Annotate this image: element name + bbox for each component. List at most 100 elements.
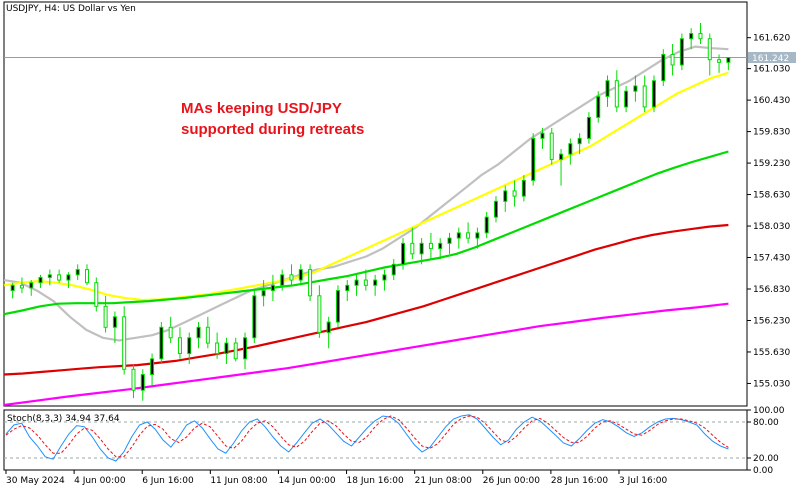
- candle: [94, 277, 99, 312]
- candle: [605, 75, 610, 107]
- candle-body: [335, 290, 340, 323]
- candle-body: [103, 305, 108, 328]
- candle: [326, 316, 331, 349]
- candle: [373, 274, 378, 296]
- x-tick-label: 28 Jun 16:00: [551, 476, 608, 485]
- candle-body: [261, 290, 266, 297]
- candle: [670, 43, 675, 76]
- candle-body: [38, 276, 43, 284]
- candle-body: [410, 242, 415, 255]
- candle: [438, 238, 443, 260]
- candle-body: [568, 143, 573, 155]
- candle: [215, 332, 220, 359]
- chart-header: USDJPY, H4: US Dollar vs Yen: [6, 4, 136, 14]
- candle: [308, 264, 313, 302]
- candle-body: [354, 279, 359, 286]
- candle-body: [679, 38, 684, 66]
- y-tick-label: 157.430: [753, 254, 790, 264]
- y-tick-label: 156.830: [753, 285, 790, 295]
- candle: [382, 269, 387, 291]
- x-tick-label: 18 Jun 16:00: [347, 476, 404, 485]
- candle: [484, 211, 489, 239]
- candle: [47, 269, 52, 286]
- candle: [131, 364, 136, 399]
- candle: [447, 232, 452, 254]
- candle-body: [605, 80, 610, 97]
- candle: [29, 280, 34, 296]
- candle: [410, 227, 415, 260]
- candle: [549, 127, 554, 165]
- candle-body: [614, 80, 619, 108]
- x-tick-label: 14 Jun 00:00: [278, 476, 335, 485]
- y-tick-label: 156.230: [753, 316, 790, 326]
- candle-body: [717, 59, 722, 63]
- candle-body: [363, 279, 368, 286]
- candle: [717, 54, 722, 73]
- price-axis: 161.620 161.030 160.430 159.830 159.230 158.6…: [747, 34, 790, 389]
- candle-body: [215, 342, 220, 355]
- candle: [122, 306, 127, 375]
- candle: [503, 185, 508, 212]
- candle: [298, 264, 303, 286]
- main-plot-frame: [3, 1, 748, 407]
- candle-body: [373, 279, 378, 286]
- candle-body: [438, 242, 443, 250]
- candle: [633, 75, 638, 102]
- candle: [243, 332, 248, 370]
- candle-body: [726, 57, 731, 63]
- candle: [596, 91, 601, 123]
- candle-body: [456, 232, 461, 239]
- candle: [196, 322, 201, 349]
- y-tick-label: 158.630: [753, 191, 790, 201]
- stochastic-oscillator: 100.00 80.00 20.00 0.00: [4, 406, 785, 476]
- candle-body: [224, 342, 229, 355]
- candle: [679, 33, 684, 71]
- candle: [103, 295, 108, 333]
- candle: [252, 290, 257, 344]
- stochastic-d-line: [5, 415, 729, 458]
- candle: [559, 148, 564, 186]
- candle: [642, 75, 647, 113]
- candle: [475, 227, 480, 249]
- candle-body: [559, 153, 564, 160]
- candle: [568, 138, 573, 165]
- symbol-label: USDJPY: [6, 4, 39, 14]
- stochastic-tick-label: 0.00: [753, 466, 773, 476]
- candle: [187, 332, 192, 365]
- candle-body: [57, 274, 62, 281]
- candle: [726, 57, 731, 71]
- candle: [38, 274, 43, 288]
- candle-body: [428, 242, 433, 250]
- stochastic-label: Stoch(8,3,3) 34.94 37.64: [7, 414, 120, 424]
- candle: [10, 282, 15, 299]
- candle-body: [493, 200, 498, 218]
- candle-body: [317, 295, 322, 334]
- stochastic-tick-label: 80.00: [753, 418, 779, 428]
- annotation-line-2: supported during retreats: [181, 121, 364, 138]
- candle: [317, 285, 322, 338]
- candle-body: [651, 80, 656, 108]
- candle: [689, 28, 694, 50]
- candle: [224, 337, 229, 365]
- candle: [159, 322, 164, 365]
- candle: [280, 269, 285, 291]
- candle: [586, 112, 591, 144]
- timeframe-label: H4: [44, 4, 57, 14]
- candle: [401, 238, 406, 270]
- candle-body: [66, 274, 71, 281]
- candle-body: [596, 95, 601, 118]
- moving-average-line: [3, 302, 729, 407]
- y-tick-label: 155.030: [753, 379, 790, 389]
- candle: [66, 272, 71, 288]
- candle: [661, 49, 666, 86]
- candle: [521, 175, 526, 202]
- stochastic-tick-label: 20.00: [753, 454, 779, 464]
- y-tick-label: 159.830: [753, 128, 790, 138]
- candle-body: [47, 274, 52, 278]
- candle: [698, 22, 703, 44]
- annotation-line-1: MAs keeping USD/JPY: [181, 100, 342, 117]
- candle-body: [670, 53, 675, 66]
- candle: [493, 196, 498, 223]
- current-price-label: 161.242: [752, 54, 789, 64]
